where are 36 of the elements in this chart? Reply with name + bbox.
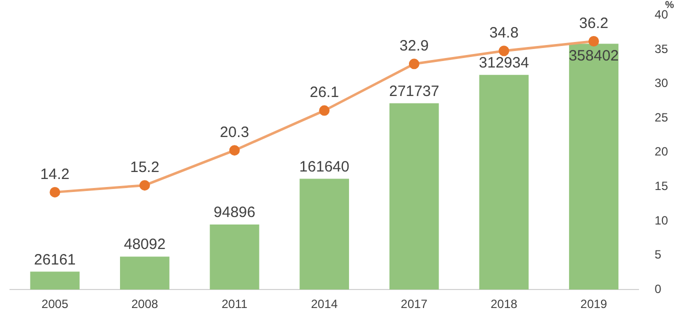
data-label: 358402 bbox=[568, 47, 619, 64]
data-label: 32.9 bbox=[400, 38, 429, 55]
data-label: 15.2 bbox=[130, 158, 160, 176]
bar bbox=[389, 103, 439, 290]
data-label: 14.2 bbox=[40, 166, 70, 183]
x-tick-label: 2017 bbox=[400, 297, 428, 312]
y2-tick-label: 0 bbox=[654, 282, 662, 296]
y2-tick-label: 5 bbox=[654, 248, 662, 262]
bar bbox=[479, 74, 529, 290]
data-label: 161640 bbox=[299, 158, 350, 176]
data-label: 36.2 bbox=[579, 14, 608, 32]
bar bbox=[210, 224, 260, 290]
y2-tick-label: 30 bbox=[654, 76, 668, 90]
bar bbox=[300, 178, 350, 290]
data-label: 271737 bbox=[389, 82, 440, 100]
x-tick-label: 2014 bbox=[310, 297, 338, 312]
x-tick-label: 2019 bbox=[580, 297, 608, 312]
x-tick-label: 2005 bbox=[42, 297, 69, 312]
data-label: 94896 bbox=[214, 204, 256, 222]
data-label: 20.3 bbox=[220, 124, 250, 141]
data-label: 312934 bbox=[478, 54, 529, 72]
x-tick-label: 2018 bbox=[490, 297, 518, 312]
y2-tick-label: 35 bbox=[654, 42, 668, 56]
x-tick-label: 2011 bbox=[222, 297, 248, 312]
y2-tick-label: 25 bbox=[654, 110, 668, 124]
data-label: 26.1 bbox=[310, 84, 339, 102]
x-tick-label: 2008 bbox=[131, 297, 158, 312]
y2-tick-label: 15 bbox=[654, 179, 668, 194]
bar bbox=[30, 272, 80, 290]
data-label: 34.8 bbox=[489, 24, 519, 42]
data-label: 48092 bbox=[124, 236, 166, 254]
bar bbox=[120, 256, 170, 290]
bar bbox=[569, 44, 618, 290]
data-label: 26161 bbox=[34, 251, 76, 268]
y2-tick-label: 10 bbox=[654, 213, 668, 228]
y2-tick-label: 20 bbox=[654, 144, 668, 159]
